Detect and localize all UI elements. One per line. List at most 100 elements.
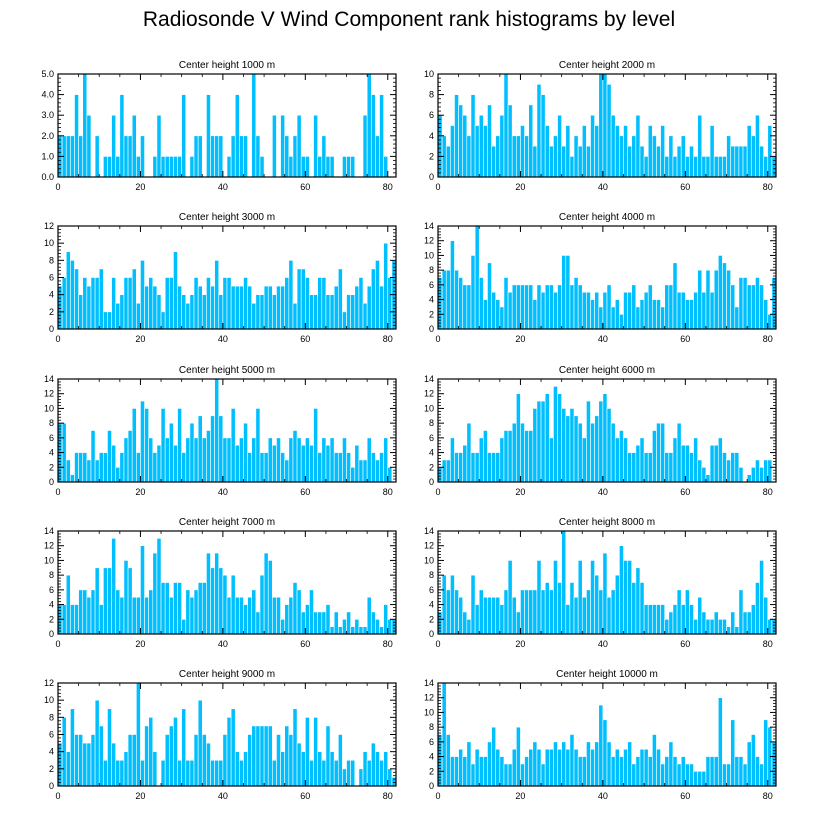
bar bbox=[267, 285, 273, 330]
y-tick-label: 4 bbox=[49, 600, 54, 610]
bar bbox=[730, 452, 736, 483]
bar bbox=[565, 255, 571, 330]
bar bbox=[65, 751, 71, 787]
bar bbox=[90, 277, 96, 330]
bar bbox=[590, 299, 595, 330]
bar bbox=[503, 430, 509, 483]
bar bbox=[222, 277, 228, 330]
y-tick-label: 10 bbox=[424, 69, 434, 79]
bar bbox=[697, 770, 703, 787]
bar bbox=[590, 114, 595, 178]
bar bbox=[664, 156, 670, 178]
bar bbox=[722, 452, 727, 483]
bar bbox=[639, 582, 645, 635]
bar bbox=[602, 73, 608, 178]
bar bbox=[709, 125, 715, 178]
bar bbox=[491, 452, 497, 483]
y-tick-label: 4.0 bbox=[41, 90, 54, 100]
x-tick-label: 0 bbox=[435, 182, 440, 192]
bar bbox=[755, 277, 760, 330]
y-tick-label: 12 bbox=[424, 236, 434, 246]
bar bbox=[536, 400, 542, 483]
bar bbox=[635, 306, 641, 330]
bar bbox=[350, 156, 356, 178]
y-tick-label: 8 bbox=[429, 418, 434, 428]
bar bbox=[548, 145, 554, 178]
bar bbox=[177, 582, 182, 635]
bar bbox=[189, 294, 195, 330]
panel-8: Center height 8000 m 0 20 40 60 80 0 2 4 6 8 10 12 14 bbox=[424, 517, 777, 649]
bar bbox=[631, 763, 637, 787]
y-tick-label: 14 bbox=[44, 526, 54, 536]
bar bbox=[557, 582, 562, 635]
bar bbox=[577, 422, 583, 483]
bar bbox=[462, 756, 468, 787]
bar bbox=[573, 748, 579, 787]
bar bbox=[366, 437, 372, 483]
bar bbox=[639, 145, 645, 178]
bar bbox=[197, 582, 203, 635]
y-tick-label: 4 bbox=[49, 448, 54, 458]
bar bbox=[676, 422, 682, 483]
y-tick-label: 0 bbox=[429, 781, 434, 791]
bar bbox=[280, 751, 286, 787]
bar bbox=[168, 596, 174, 635]
bar bbox=[98, 725, 104, 787]
bar bbox=[379, 94, 384, 178]
bar bbox=[668, 135, 674, 178]
bar bbox=[152, 156, 158, 178]
bar bbox=[639, 437, 645, 483]
bar bbox=[656, 145, 661, 178]
bar bbox=[660, 604, 666, 635]
bar bbox=[713, 269, 719, 330]
bar bbox=[647, 125, 653, 178]
panel-4: Center height 4000 m 0 20 40 60 80 0 2 4 6 8 10 12 14 bbox=[424, 212, 777, 344]
bar bbox=[742, 763, 748, 787]
bar bbox=[726, 135, 731, 178]
bar bbox=[660, 422, 666, 483]
bar bbox=[247, 285, 253, 330]
bar bbox=[78, 734, 84, 787]
bar bbox=[239, 759, 244, 787]
bar bbox=[70, 135, 75, 178]
bar bbox=[767, 125, 773, 178]
bar bbox=[272, 114, 277, 178]
y-tick-label: 2 bbox=[49, 764, 54, 774]
bar bbox=[288, 156, 294, 178]
bar bbox=[652, 299, 657, 330]
bar bbox=[680, 604, 686, 635]
bar bbox=[255, 294, 261, 330]
bar bbox=[61, 277, 67, 330]
bar bbox=[98, 452, 104, 483]
x-tick-label: 80 bbox=[763, 182, 773, 192]
bar bbox=[354, 618, 360, 635]
bar bbox=[705, 756, 711, 787]
bar bbox=[185, 437, 191, 483]
bar bbox=[511, 596, 517, 635]
bar bbox=[94, 135, 100, 178]
bar bbox=[598, 400, 604, 483]
bar bbox=[441, 459, 447, 483]
bar bbox=[598, 704, 604, 787]
bar bbox=[317, 156, 323, 178]
bar bbox=[313, 294, 318, 330]
bar bbox=[210, 135, 215, 178]
bar bbox=[672, 156, 678, 178]
bar bbox=[123, 437, 129, 483]
bar bbox=[685, 299, 690, 330]
bar bbox=[470, 94, 476, 178]
x-tick-label: 60 bbox=[680, 487, 690, 497]
y-tick-label: 6 bbox=[49, 585, 54, 595]
bar bbox=[98, 604, 104, 635]
bar bbox=[750, 734, 756, 787]
bar bbox=[247, 596, 253, 635]
bar bbox=[454, 452, 459, 483]
bar bbox=[321, 135, 327, 178]
bar bbox=[487, 104, 492, 178]
bar bbox=[606, 284, 612, 330]
bar bbox=[214, 260, 220, 330]
y-tick-label: 4 bbox=[49, 290, 54, 300]
bar bbox=[627, 452, 633, 483]
bar bbox=[701, 770, 707, 787]
bar bbox=[255, 408, 261, 483]
